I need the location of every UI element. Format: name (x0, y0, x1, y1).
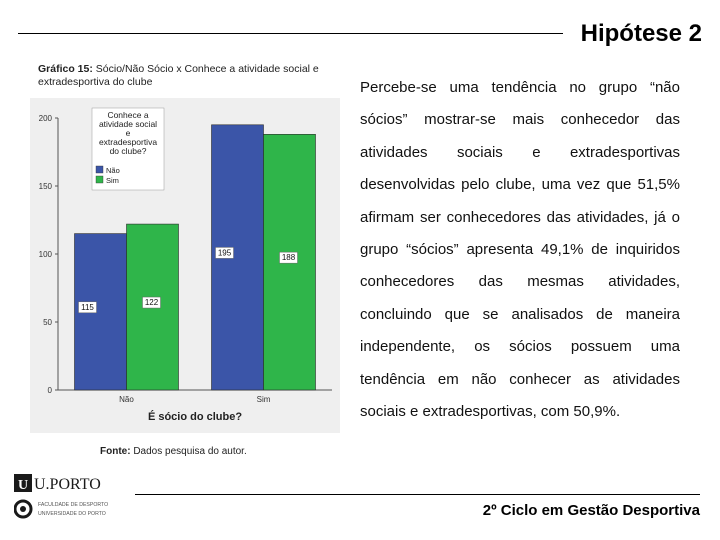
legend-swatch-0 (95, 165, 104, 174)
source-text: Dados pesquisa do autor. (130, 446, 247, 457)
legend-swatch-1 (95, 175, 104, 184)
logo-block (14, 474, 32, 492)
body-paragraph: Percebe-se uma tendência no grupo “não s… (360, 79, 680, 421)
legend-title-line: extradesportiva (99, 137, 157, 147)
bottom-divider (135, 494, 700, 495)
legend-entry-1: Sim (106, 176, 119, 185)
logo-ring-icon (13, 499, 33, 519)
slide-title: Hipótese 2 (580, 20, 702, 47)
x-tick-label: Não (119, 395, 134, 404)
logo-u-mark: U (18, 478, 28, 493)
data-label: 115 (81, 303, 94, 312)
caption-text: Sócio/Não Sócio x Conhece a atividade so… (38, 63, 319, 88)
data-label: 188 (282, 253, 296, 262)
legend-entry-0: Não (106, 166, 120, 175)
data-label-box (215, 247, 234, 259)
logo-ring-center (20, 506, 26, 512)
y-tick-label: 0 (48, 386, 53, 395)
legend-title-line: atividade social (99, 119, 157, 129)
logo-subtitle-2: UNIVERSIDADE DO PORTO (38, 511, 106, 517)
bar-chart: 0 50 100 150 200 115 122 Não 195 188 Sim É sócio do… (39, 107, 332, 423)
data-label: 122 (145, 298, 159, 307)
y-tick-label: 150 (39, 182, 53, 191)
chart-caption: Gráfico 15: Sócio/Não Sócio x Conhece a … (38, 63, 338, 89)
y-tick-label: 50 (43, 318, 52, 327)
data-label: 195 (218, 248, 232, 257)
legend-title-line: do clube? (110, 146, 147, 156)
logo-brand-text: U.PORTO (34, 476, 101, 493)
data-label-box (279, 251, 298, 264)
x-tick-label: Sim (257, 395, 271, 404)
logo-subtitle-1: FACULDADE DE DESPORTO (38, 502, 108, 508)
y-tick-label: 100 (39, 250, 53, 259)
chart-panel: 0 50 100 150 200 115 122 Não 195 188 Sim É sócio do… (30, 98, 340, 433)
x-axis-title: É sócio do clube? (148, 410, 242, 423)
footer-text: 2º Ciclo em Gestão Desportiva (482, 502, 700, 519)
y-tick-label: 200 (39, 114, 53, 123)
university-logo: U U.PORTO FACULDADE DE DESPORTO UNIVERSI… (13, 474, 124, 524)
top-divider (18, 33, 563, 34)
legend-title-line: Conhece a (107, 110, 148, 120)
caption-label: Gráfico 15: (38, 63, 93, 75)
data-label-box (142, 296, 161, 309)
legend-box (91, 107, 165, 191)
source-note: Fonte: Dados pesquisa do autor. (100, 446, 247, 457)
data-label-box (78, 301, 97, 314)
source-label: Fonte: (100, 446, 131, 457)
legend-title-line: e (126, 128, 131, 138)
logo-graphic: U U.PORTO FACULDADE DE DESPORTO UNIVERSI… (13, 474, 108, 519)
